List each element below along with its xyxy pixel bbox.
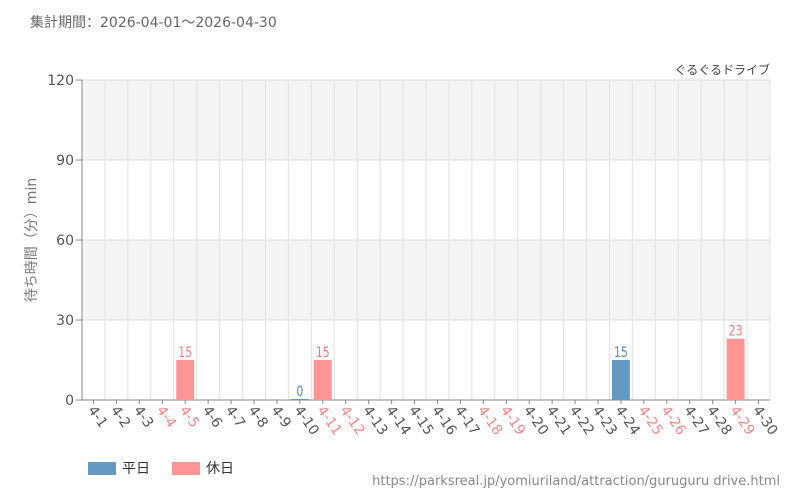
x-tick-label-4-8: 4-8 — [245, 403, 271, 431]
data-label-4-24: 15 — [614, 344, 628, 361]
x-tick-label-4-27: 4-27 — [680, 403, 711, 438]
x-tick-label-4-10: 4-10 — [291, 403, 322, 438]
x-tick-label-4-7: 4-7 — [222, 403, 248, 431]
chart-title: ぐるぐるドライブ — [674, 62, 770, 77]
x-tick-label-4-25: 4-25 — [635, 403, 666, 438]
x-tick-label-4-29: 4-29 — [726, 403, 757, 438]
data-labels: 0 15 15 15 23 — [178, 322, 742, 399]
legend-item-holiday: 休日 — [172, 458, 234, 478]
x-tick-label-4-9: 4-9 — [268, 403, 294, 431]
source-url: https://parksreal.jp/yomiuriland/attract… — [372, 474, 780, 489]
y-tick-label: 60 — [56, 233, 74, 249]
legend-item-weekday: 平日 — [88, 458, 150, 478]
x-tick-label-4-12: 4-12 — [336, 403, 367, 438]
x-tick-label-4-23: 4-23 — [589, 403, 620, 438]
x-tick-label-4-16: 4-16 — [428, 403, 459, 438]
x-tick-label-4-5: 4-5 — [176, 403, 202, 431]
x-tick-label-4-22: 4-22 — [566, 403, 597, 438]
x-tick-label-4-6: 4-6 — [199, 403, 225, 431]
y-tick-label: 30 — [56, 313, 74, 329]
x-tick-label-4-4: 4-4 — [153, 403, 179, 431]
data-label-4-5: 15 — [178, 344, 192, 361]
y-tick-label: 120 — [47, 73, 74, 89]
legend-swatch-weekday — [88, 461, 116, 475]
x-tick-label-4-11: 4-11 — [314, 403, 345, 438]
x-tick-label-4-21: 4-21 — [543, 403, 574, 438]
bar-4-11 — [313, 360, 332, 400]
data-label-4-11: 15 — [316, 344, 330, 361]
y-tick-labels: 0 30 60 90 120 — [47, 73, 74, 409]
x-tick-label-4-28: 4-28 — [703, 403, 734, 438]
bar-4-5 — [176, 360, 195, 400]
y-tick-label: 0 — [65, 393, 74, 409]
period-label: 集計期間：2026-04-01～2026-04-30 — [30, 15, 277, 31]
x-tick-label-4-24: 4-24 — [612, 403, 643, 438]
data-label-4-29: 23 — [729, 322, 743, 339]
x-tick-label-4-2: 4-2 — [107, 403, 133, 431]
axes — [76, 79, 770, 404]
bar-4-29 — [726, 338, 745, 400]
x-tick-label-4-3: 4-3 — [130, 403, 156, 431]
x-tick-label-4-17: 4-17 — [451, 403, 482, 438]
bar-4-10 — [290, 399, 309, 400]
x-tick-label-4-13: 4-13 — [359, 403, 390, 438]
bars — [176, 338, 745, 400]
legend-label-weekday: 平日 — [122, 461, 150, 477]
x-tick-label-4-19: 4-19 — [497, 403, 528, 438]
x-tick-label-4-20: 4-20 — [520, 403, 551, 438]
x-tick-label-4-1: 4-1 — [84, 403, 110, 431]
legend-swatch-holiday — [172, 461, 200, 475]
x-tick-label-4-15: 4-15 — [405, 403, 436, 438]
bar-4-24 — [611, 360, 630, 400]
x-tick-label-4-30: 4-30 — [749, 403, 780, 438]
y-axis-label: 待ち時間（分）min — [24, 178, 40, 302]
x-tick-label-4-18: 4-18 — [474, 403, 505, 438]
x-tick-label-4-26: 4-26 — [658, 403, 689, 438]
data-label-4-10: 0 — [296, 383, 303, 400]
x-tick-label-4-14: 4-14 — [382, 403, 413, 438]
x-tick-labels: 4-14-24-34-44-54-64-74-84-94-104-114-124… — [84, 403, 780, 438]
y-tick-label: 90 — [56, 153, 74, 169]
legend: 平日 休日 — [88, 458, 256, 478]
legend-label-holiday: 休日 — [206, 461, 234, 477]
